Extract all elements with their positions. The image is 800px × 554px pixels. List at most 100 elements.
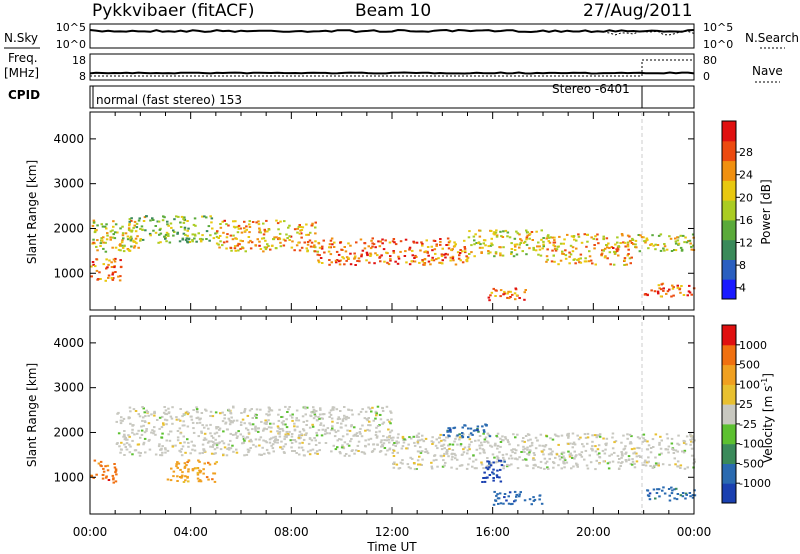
echo-cell (468, 438, 472, 441)
echo-cell (263, 230, 267, 233)
echo-cell (489, 464, 493, 467)
echo-cell (260, 420, 263, 423)
echo-cell (268, 438, 272, 441)
echo-cell (516, 232, 520, 235)
echo-cell (510, 248, 514, 250)
colorbar-tick-label: 16 (739, 214, 753, 227)
echo-cell (591, 445, 594, 448)
echo-cell (657, 284, 661, 287)
echo-cell (489, 462, 492, 465)
echo-cell (369, 437, 373, 440)
echo-cell (608, 247, 611, 249)
echo-cell (676, 493, 680, 495)
echo-cell (388, 434, 392, 437)
echo-cell (170, 226, 173, 229)
echo-cell (502, 502, 505, 505)
echo-cell (431, 443, 434, 445)
echo-cell (520, 239, 523, 242)
echo-cell (215, 461, 218, 464)
echo-cell (219, 448, 223, 451)
echo-cell (513, 243, 517, 246)
echo-cell (673, 249, 676, 251)
echo-cell (408, 248, 411, 251)
echo-cell (595, 459, 598, 462)
echo-cell (128, 435, 131, 438)
echo-cell (515, 243, 519, 246)
echo-cell (507, 502, 511, 505)
echo-cell (508, 491, 512, 494)
echo-cell (184, 239, 188, 242)
echo-cell (458, 433, 461, 436)
echo-cell (94, 229, 97, 232)
echo-cell (265, 441, 268, 444)
echo-cell (548, 241, 552, 244)
echo-cell (627, 248, 630, 251)
echo-cell (197, 459, 200, 462)
echo-cell (161, 445, 164, 448)
echo-cell (685, 241, 689, 244)
echo-cell (199, 470, 203, 473)
colorbar-tick-label: -100 (739, 438, 764, 451)
echo-cell (263, 452, 266, 455)
echo-cell (693, 489, 696, 492)
echo-cell (258, 453, 261, 456)
echo-cell (413, 444, 417, 447)
echo-cell (195, 467, 198, 470)
echo-cell (243, 411, 246, 414)
echo-cell (111, 246, 114, 249)
echo-cell (607, 467, 611, 470)
echo-cell (309, 449, 312, 452)
echo-cell (677, 243, 680, 246)
echo-cell (234, 220, 237, 223)
echo-cell (506, 231, 510, 234)
echo-cell (506, 296, 509, 299)
echo-cell (276, 222, 280, 225)
echo-cell (467, 463, 470, 466)
echo-cell (635, 246, 638, 249)
echo-cell (338, 451, 342, 453)
echo-cell (439, 243, 442, 246)
echo-cell (644, 241, 647, 244)
x-axis-label: Time UT (366, 540, 417, 554)
echo-cell (492, 503, 496, 506)
cpid-panel: CPID normal (fast stereo) 153 Stereo -64… (8, 82, 695, 109)
echo-cell (285, 430, 288, 433)
echo-cell (597, 242, 600, 245)
echo-cell (689, 495, 692, 498)
echo-cell (115, 420, 118, 423)
echo-cell (392, 466, 396, 469)
echo-cell (174, 444, 177, 447)
echo-cell (498, 476, 501, 479)
echo-cell (128, 218, 132, 221)
echo-cell (502, 293, 505, 296)
echo-cell (106, 232, 109, 235)
echo-cell (248, 422, 251, 425)
echo-cell (232, 450, 235, 453)
echo-cell (628, 240, 632, 243)
echo-cell (315, 419, 319, 422)
echo-cell (249, 423, 252, 426)
echo-cell (541, 444, 544, 447)
echo-cell (412, 241, 416, 244)
echo-cell (381, 443, 384, 446)
echo-cell (605, 244, 608, 246)
echo-cell (282, 238, 286, 241)
echo-cell (525, 253, 528, 256)
echo-cell (598, 456, 601, 458)
echo-cell (547, 453, 551, 456)
echo-cell (642, 236, 645, 239)
echo-cell (546, 235, 549, 238)
echo-cell (421, 260, 424, 263)
echo-cell (683, 449, 687, 452)
echo-cell (258, 227, 261, 230)
echo-cell (514, 287, 517, 290)
echo-cell (534, 249, 538, 252)
echo-cell (577, 438, 581, 441)
echo-cell (442, 438, 446, 441)
echo-cell (463, 247, 467, 250)
echo-cell (588, 454, 591, 457)
echo-cell (522, 448, 525, 451)
echo-cell (575, 247, 578, 250)
echo-cell (338, 263, 342, 266)
echo-cell (235, 448, 238, 451)
